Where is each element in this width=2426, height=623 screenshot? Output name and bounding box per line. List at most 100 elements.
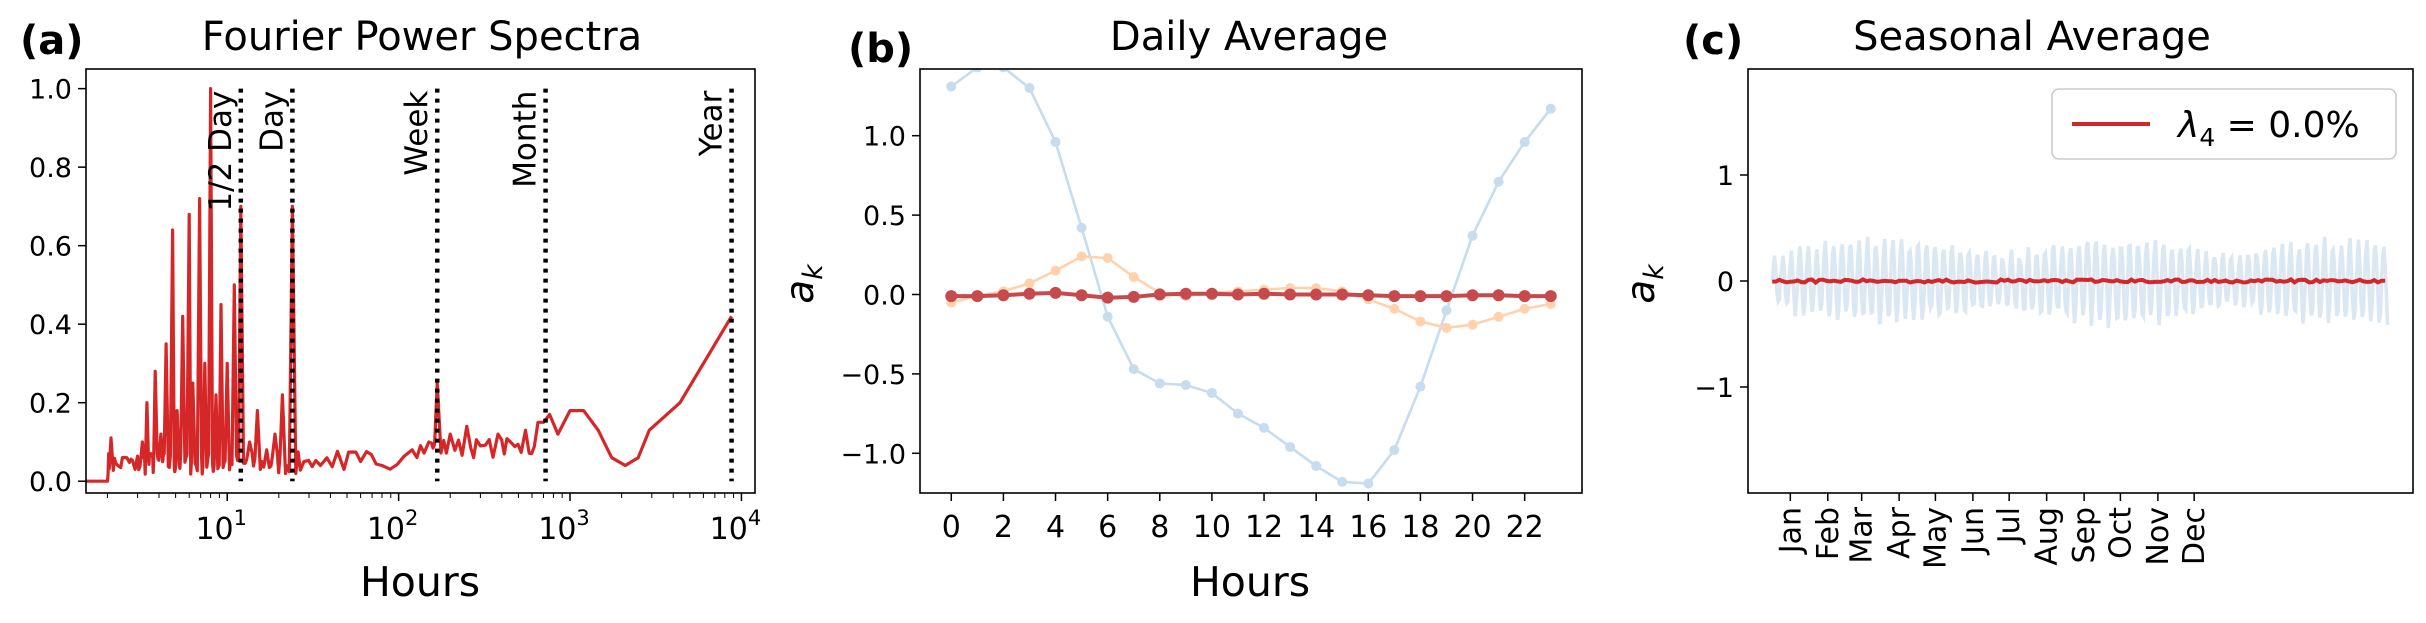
b-series-point [1492,289,1505,302]
c-xtick-label: Feb [1811,507,1846,560]
b-series-point [972,69,983,73]
c-xtick-label: Apr [1882,506,1917,559]
b-series-point [1519,137,1530,148]
panel-a-frame [85,68,756,494]
b-series-point [997,289,1010,302]
b-series-point [1050,137,1061,148]
a-marker-label: Week [399,91,435,176]
b-xtick-label: 8 [1150,510,1169,545]
b-series-point [1128,272,1139,283]
b-ytick-label: 0.5 [863,201,906,232]
panel-a-xlabel: Hours [360,558,480,606]
b-series-point [998,69,1009,73]
b-series-point [1101,291,1114,304]
b-series-point [1337,476,1348,487]
b-series-point [1363,478,1374,489]
b-series-point [1336,288,1349,301]
b-xtick-label: 20 [1453,510,1491,545]
b-xtick-label: 16 [1349,510,1387,545]
b-series-point [1388,290,1401,303]
b-series-point [1050,265,1061,276]
b-series-point [1049,286,1062,299]
b-series-point [1127,290,1140,303]
panel-b-label: (b) [848,26,913,72]
b-series-point [1180,380,1191,391]
b-series-point [1415,316,1426,327]
b-series-point [1362,289,1375,302]
b-series-point [1467,319,1478,330]
b-series-point [1544,290,1557,303]
b-series-point [1285,441,1296,452]
c-xtick-label: Oct [2103,507,2138,559]
b-series-point [1415,381,1426,392]
a-ytick-label: 0.8 [29,153,72,184]
c-xtick-label: Sep [2067,507,2102,564]
panel-b-frame [919,68,1583,494]
b-ytick-label: −0.5 [840,360,906,391]
panel-b-plot-area: −1.0 −0.5 0.0 0.5 1.0 0 2 4 6 8 10 12 14 16 18 20 22 [840,69,1557,545]
panel-b: (b) Daily Average −1.0 −0.5 0.0 0.5 1.0 0 2 4 6 8… [778,14,1583,606]
b-series-point [1389,445,1400,456]
b-ytick-label: −1.0 [840,439,906,470]
c-series-line [1772,277,2386,286]
c-ytick-label: −1 [1694,373,1734,404]
c-xtick-label: Nov [2141,507,2176,566]
a-marker-label: Month [508,91,544,188]
b-series-point [1154,378,1165,389]
panel-b-title: Daily Average [1110,14,1388,60]
legend-label: λ4 = 0.0% [2176,105,2360,152]
b-series-point [1179,287,1192,300]
b-series-point [1493,311,1504,322]
b-ytick-label: 1.0 [863,122,906,153]
b-series-point [1519,303,1530,314]
b-series-point [1205,287,1218,300]
c-ytick-label: 0 [1717,267,1734,298]
a-spectrum-line [86,87,733,483]
b-series-line [950,69,1552,485]
b-xtick-label: 14 [1297,510,1335,545]
b-series-point [1389,303,1400,314]
legend-box [2051,88,2397,160]
a-marker-label: 1/2 Day [203,91,239,212]
panel-b-xlabel: Hours [1190,558,1310,606]
a-xtick-label: 101 [195,506,247,547]
b-series-line [951,290,1551,300]
b-xtick-label: 18 [1401,510,1439,545]
a-ytick-label: 0.6 [29,232,72,263]
b-series-point [1310,288,1323,301]
b-series-point [1075,289,1088,302]
b-xtick-label: 0 [942,510,961,545]
panel-c-title: Seasonal Average [1853,14,2211,60]
a-marker-label: Year [694,90,730,157]
b-series-point [1440,290,1453,303]
b-xtick-label: 6 [1098,510,1117,545]
b-series-point [1024,83,1035,94]
b-series-point [945,290,958,303]
a-marker-label: Day [254,91,290,152]
a-xtick-label: 103 [538,506,590,547]
c-xtick-label: Jun [1956,507,1991,556]
b-xtick-label: 4 [1046,510,1065,545]
panel-c-frame [1747,68,2414,494]
b-series-point [1441,305,1452,316]
b-series-point [946,81,957,92]
b-series-point [1128,364,1139,375]
b-series-point [1493,176,1504,187]
b-xtick-label: 12 [1245,510,1283,545]
a-ytick-label: 0.4 [29,310,72,341]
panel-c-ylabel: ak [1619,263,1670,304]
b-series-point [1284,288,1297,301]
a-ytick-label: 0.0 [29,467,72,498]
b-series-point [1441,322,1452,333]
b-series-point [1545,103,1556,114]
b-series-point [1232,408,1243,419]
panel-a-title: Fourier Power Spectra [202,14,642,60]
b-series-point [1466,289,1479,302]
c-xtick-label: Jan [1773,507,1808,555]
b-series-point [1102,311,1113,322]
panel-c-label: (c) [1683,18,1743,64]
c-xtick-label: May [1918,507,1953,569]
